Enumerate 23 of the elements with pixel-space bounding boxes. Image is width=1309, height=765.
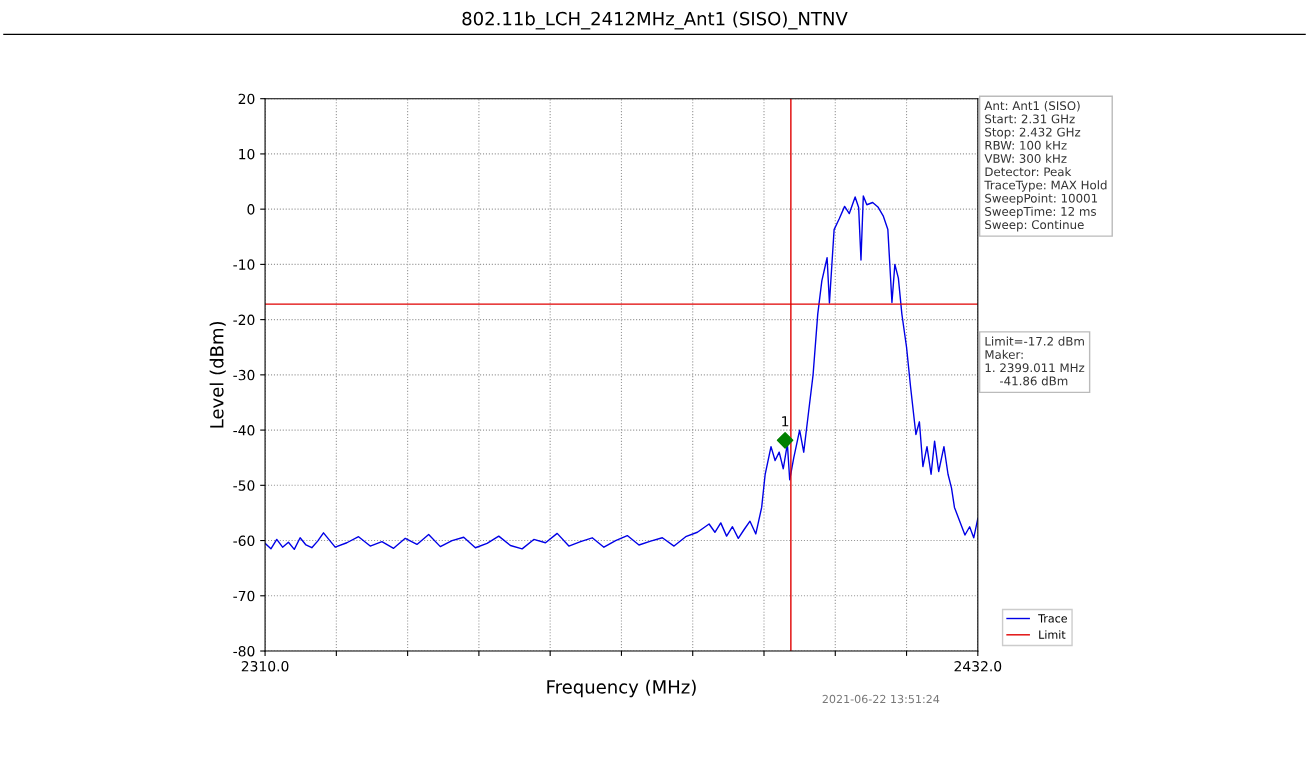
legend-label: Limit [1039, 630, 1066, 639]
y-tick-label: -50 [233, 480, 255, 491]
x-tick-label: 2432.0 [954, 660, 1002, 672]
y-axis-title: Level (dBm) [209, 321, 226, 428]
text: 2021-06-22 13:51:24 [822, 694, 940, 704]
text: Ant: Ant1 (SISO) Start: 2.31 GHz Stop: 2.432 GHz RBW: 100 kHz VBW: 300 kHz Detector: Peak TraceType: MAX Hold SweepPoint: 10001 SweepTime: 12 ms Sweep: Continue [984, 100, 1107, 232]
chart-title: 802.11b_LCH_2412MHz_Ant1 (SISO)_NTNV [462, 11, 848, 30]
y-tick-label: -20 [233, 314, 255, 326]
line-series [265, 195, 978, 551]
y-tick-label: -30 [233, 369, 255, 381]
y-tick-label: 20 [238, 93, 255, 105]
y-tick-label: -40 [233, 425, 255, 436]
x-axis-title: Frequency (MHz) [547, 679, 696, 698]
y-tick-label: 10 [239, 148, 255, 160]
x-tick-label: 2310.0 [241, 660, 289, 672]
legend-label: Trace [1038, 614, 1068, 623]
text: Limit=-17.2 dBm Maker: 1. 2399.011 MHz -41.86 dBm [985, 336, 1085, 386]
y-tick-label: 0 [247, 204, 255, 215]
y-tick-label: -70 [233, 590, 255, 602]
y-tick-label: -60 [233, 535, 255, 547]
annotation: 1 [782, 416, 789, 427]
y-tick-label: -80 [233, 645, 255, 657]
y-tick-label: -10 [233, 259, 255, 270]
